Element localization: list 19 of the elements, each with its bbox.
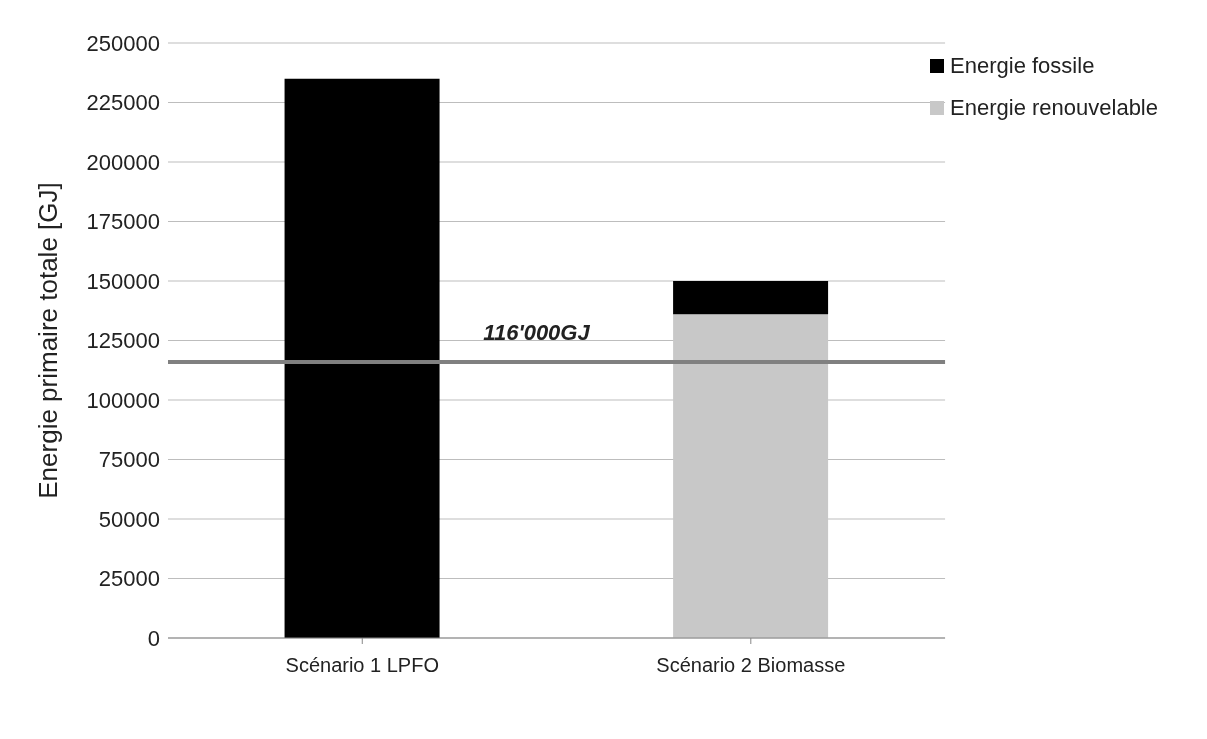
- x-tick-label: Scénario 2 Biomasse: [656, 654, 846, 677]
- y-tick-label: 200000: [86, 149, 160, 175]
- legend-label: Energie fossile: [950, 53, 1095, 79]
- y-tick-label: 225000: [86, 90, 160, 116]
- bar: [284, 78, 440, 638]
- legend-label: Energie renouvelable: [950, 95, 1158, 121]
- y-tick-label: 100000: [86, 387, 160, 413]
- y-tick-label: 175000: [86, 209, 160, 235]
- y-tick-label: 0: [147, 625, 160, 651]
- y-tick-label: 50000: [98, 506, 160, 532]
- y-tick-label: 150000: [86, 268, 160, 294]
- bar: [673, 281, 829, 315]
- y-axis-title: Energie primaire totale [GJ]: [33, 182, 64, 499]
- y-tick-label: 125000: [86, 328, 160, 354]
- y-tick-label: 25000: [98, 566, 160, 592]
- y-tick-label: 250000: [86, 30, 160, 56]
- ref-line-label: 116'000GJ: [483, 319, 591, 345]
- x-tick-label: Scénario 1 LPFO: [285, 654, 439, 677]
- y-tick-label: 75000: [98, 447, 160, 473]
